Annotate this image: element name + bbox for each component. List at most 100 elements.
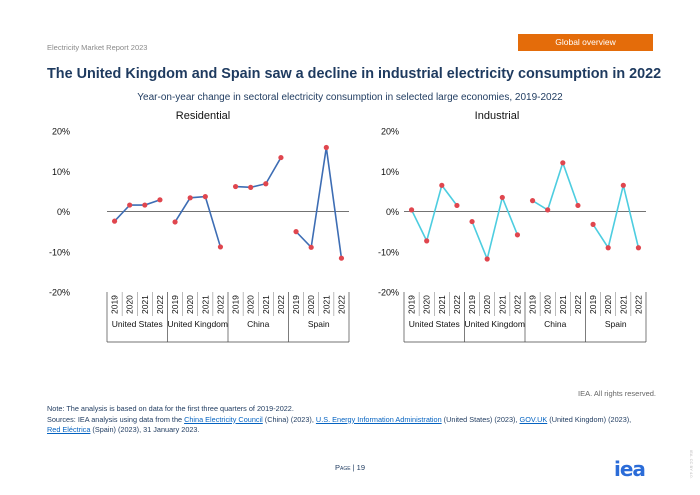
group-label: United Kingdom (465, 319, 525, 329)
panel-title: Residential (176, 110, 230, 122)
x-tick-label: 2019 (588, 295, 598, 314)
data-point (514, 232, 521, 238)
data-point (590, 221, 596, 227)
page-title: The United Kingdom and Spain saw a decli… (47, 66, 662, 82)
series-line (174, 195, 222, 248)
data-point (560, 160, 566, 166)
data-point (635, 245, 642, 251)
data-point (202, 194, 208, 200)
page-number: Page | 19 (0, 463, 700, 472)
series-line (113, 199, 161, 222)
x-tick-label: 2022 (155, 295, 165, 314)
y-tick-label: -10% (378, 247, 399, 257)
link-eia[interactable]: U.S. Energy Information Administration (315, 414, 442, 424)
x-tick-label: 2019 (407, 295, 417, 314)
y-tick-label: 10% (381, 167, 399, 177)
page-number-value: 19 (356, 463, 366, 472)
sources-text: (United Kingdom) (2023), (547, 414, 632, 424)
data-point (172, 219, 178, 225)
license-mark: IEA. CC BY 4.0. (689, 450, 694, 479)
x-tick-label: 2022 (633, 295, 643, 314)
x-tick-label: 2022 (573, 295, 583, 314)
note-line: Note: The analysis is based on data for … (47, 404, 294, 413)
group-label: Spain (308, 319, 330, 329)
link-china-electricity-council[interactable]: China Electricity Council (184, 414, 263, 424)
x-tick-label: 2022 (215, 295, 225, 314)
x-tick-label: 2020 (422, 295, 432, 314)
data-point (308, 244, 314, 250)
x-tick-label: 2019 (110, 295, 120, 314)
data-point (187, 195, 193, 201)
sources-note: Note: The analysis is based on data for … (47, 404, 667, 436)
data-point (278, 154, 284, 161)
y-tick-label: 0% (386, 207, 399, 217)
y-tick-label: -20% (378, 288, 399, 298)
report-label: Electricity Market Report 2023 (47, 43, 148, 52)
y-tick-label: -10% (49, 247, 70, 257)
group-label: China (544, 319, 566, 329)
x-tick-label: 2021 (618, 295, 628, 314)
data-point (439, 182, 445, 188)
data-point (424, 238, 430, 244)
chart-subtitle: Year-on-year change in sectoral electric… (137, 92, 563, 103)
x-tick-label: 2019 (467, 295, 477, 314)
group-label: United States (409, 319, 460, 329)
x-tick-label: 2020 (603, 295, 613, 314)
data-point (323, 144, 329, 151)
x-tick-label: 2021 (497, 295, 507, 314)
page-separator: | (350, 463, 357, 472)
sources-text: (United States) (2023), (441, 414, 520, 424)
data-point (248, 184, 254, 190)
group-label: United States (112, 319, 163, 329)
x-tick-label: 2021 (261, 295, 271, 314)
group-label: United Kingdom (168, 319, 228, 329)
y-tick-label: 20% (381, 127, 399, 137)
x-tick-label: 2021 (558, 295, 568, 314)
y-tick-label: 0% (57, 207, 70, 217)
group-label: Spain (605, 319, 627, 329)
x-tick-label: 2020 (125, 295, 135, 314)
x-tick-label: 2020 (482, 295, 492, 314)
data-point (232, 183, 239, 190)
data-point (293, 229, 299, 235)
section-tab[interactable]: Global overview (518, 34, 653, 51)
data-point (529, 198, 536, 204)
data-point (157, 197, 163, 203)
x-tick-label: 2020 (306, 295, 316, 314)
link-gov-uk[interactable]: GOV.UK (519, 414, 548, 424)
x-tick-label: 2019 (528, 295, 538, 314)
y-tick-label: 10% (52, 167, 70, 177)
data-point (454, 202, 460, 209)
x-tick-label: 2019 (291, 295, 301, 314)
series-line (410, 183, 458, 244)
data-point (499, 194, 505, 201)
sources-prefix: Sources: IEA analysis using data from th… (47, 414, 185, 424)
series-line (471, 194, 519, 262)
series-line (295, 147, 343, 259)
data-point (338, 255, 345, 261)
data-point (620, 182, 626, 188)
data-point (484, 256, 490, 262)
data-point (111, 218, 118, 224)
sources-text: (Spain) (2023), 31 January 2023. (90, 425, 200, 435)
data-point (605, 245, 611, 251)
x-tick-label: 2020 (543, 295, 553, 314)
x-tick-label: 2021 (437, 295, 447, 314)
data-point (263, 181, 269, 187)
sources-line: Sources: IEA analysis using data from th… (47, 415, 667, 426)
series-line (532, 160, 579, 212)
y-tick-label: 20% (52, 127, 70, 137)
page-word: Page (334, 463, 351, 472)
x-tick-label: 2022 (512, 295, 522, 314)
data-point (575, 202, 581, 209)
link-red-electrica[interactable]: Red Eléctrica (47, 425, 91, 435)
x-tick-label: 2022 (276, 295, 286, 314)
sources-text: (China) (2023), (262, 414, 316, 424)
x-tick-label: 2020 (185, 295, 195, 314)
sources-line: Red Eléctrica (Spain) (2023), 31 January… (47, 425, 667, 436)
x-tick-label: 2019 (231, 295, 241, 314)
data-point (408, 207, 415, 213)
iea-logo: iea (614, 457, 646, 481)
x-tick-label: 2022 (452, 295, 462, 314)
